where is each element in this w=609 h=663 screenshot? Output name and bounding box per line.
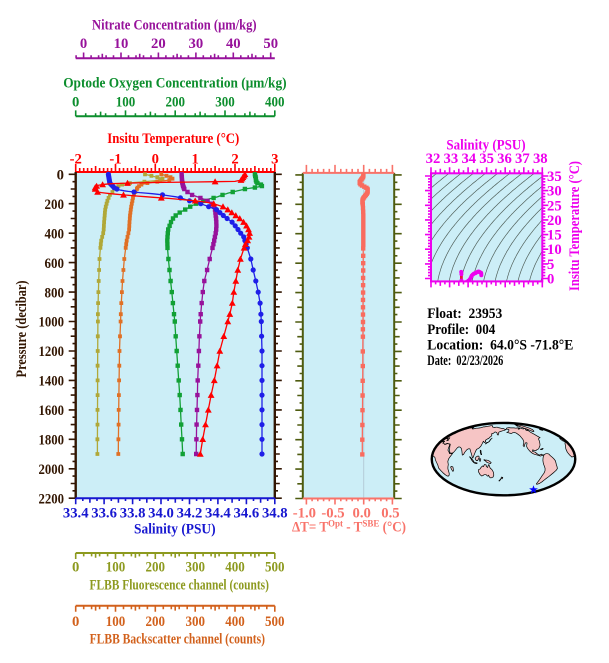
svg-text:30: 30 bbox=[547, 184, 562, 200]
svg-text:200: 200 bbox=[45, 197, 65, 213]
svg-text:800: 800 bbox=[45, 285, 65, 301]
svg-text:300: 300 bbox=[215, 94, 235, 110]
svg-text:Nitrate Concentration (μm/kg): Nitrate Concentration (μm/kg) bbox=[92, 18, 257, 34]
svg-text:1400: 1400 bbox=[39, 374, 65, 390]
svg-text:1000: 1000 bbox=[39, 315, 65, 331]
svg-text:1600: 1600 bbox=[39, 403, 65, 419]
svg-text:Profile: 004: Profile: 004 bbox=[427, 322, 496, 338]
svg-text:Location: 64.0°S -71.8°E: Location: 64.0°S -71.8°E bbox=[427, 337, 573, 353]
svg-text:34.2: 34.2 bbox=[177, 506, 203, 522]
svg-text:33.4: 33.4 bbox=[63, 506, 89, 522]
svg-text:0: 0 bbox=[57, 168, 64, 184]
svg-text:Optode Oxygen Concentration (μ: Optode Oxygen Concentration (μm/kg) bbox=[63, 76, 286, 92]
svg-text:200: 200 bbox=[146, 560, 166, 576]
svg-text:300: 300 bbox=[185, 614, 205, 630]
svg-text:200: 200 bbox=[146, 614, 166, 630]
svg-text:10: 10 bbox=[547, 242, 562, 258]
svg-text:40: 40 bbox=[226, 36, 241, 52]
svg-text:Float: 23953: Float: 23953 bbox=[427, 306, 502, 322]
svg-text:1200: 1200 bbox=[39, 344, 65, 360]
svg-text:50: 50 bbox=[263, 36, 278, 52]
svg-text:20: 20 bbox=[151, 36, 166, 52]
svg-text:500: 500 bbox=[265, 560, 285, 576]
svg-text:34: 34 bbox=[461, 151, 476, 167]
svg-text:0: 0 bbox=[72, 560, 79, 576]
svg-text:3: 3 bbox=[271, 151, 278, 167]
svg-text:-1.0: -1.0 bbox=[293, 506, 316, 522]
svg-text:400: 400 bbox=[225, 614, 245, 630]
svg-text:34.6: 34.6 bbox=[234, 506, 260, 522]
svg-text:0.5: 0.5 bbox=[381, 506, 399, 522]
svg-text:33.6: 33.6 bbox=[91, 506, 117, 522]
svg-text:38: 38 bbox=[533, 151, 548, 167]
svg-text:0: 0 bbox=[72, 94, 79, 110]
svg-text:300: 300 bbox=[185, 560, 205, 576]
svg-text:0: 0 bbox=[80, 36, 87, 52]
svg-text:34.4: 34.4 bbox=[205, 506, 231, 522]
svg-text:100: 100 bbox=[106, 614, 126, 630]
svg-text:0: 0 bbox=[152, 151, 159, 167]
svg-text:0: 0 bbox=[72, 614, 79, 630]
svg-text:-1: -1 bbox=[109, 151, 121, 167]
svg-text:500: 500 bbox=[265, 614, 285, 630]
svg-text:25: 25 bbox=[547, 198, 562, 214]
svg-text:36: 36 bbox=[497, 151, 512, 167]
svg-text:Salinity (PSU): Salinity (PSU) bbox=[134, 521, 216, 537]
svg-text:Pressure (decibar): Pressure (decibar) bbox=[14, 280, 30, 377]
svg-text:34.0: 34.0 bbox=[148, 506, 174, 522]
svg-text:30: 30 bbox=[189, 36, 204, 52]
svg-text:FLBB Backscatter channel (coun: FLBB Backscatter channel (counts) bbox=[90, 632, 265, 648]
svg-text:2000: 2000 bbox=[39, 462, 65, 478]
svg-text:-0.5: -0.5 bbox=[321, 506, 344, 522]
svg-text:Insitu Temperature (°C): Insitu Temperature (°C) bbox=[567, 161, 583, 291]
svg-text:37: 37 bbox=[515, 151, 530, 167]
svg-text:0.0: 0.0 bbox=[353, 506, 371, 522]
svg-text:34.8: 34.8 bbox=[262, 506, 288, 522]
svg-text:600: 600 bbox=[45, 256, 65, 272]
svg-text:Insitu Temperature (°C): Insitu Temperature (°C) bbox=[107, 131, 239, 147]
svg-text:2: 2 bbox=[231, 151, 238, 167]
svg-text:35: 35 bbox=[479, 151, 494, 167]
svg-text:32: 32 bbox=[426, 151, 441, 167]
svg-text:400: 400 bbox=[225, 560, 245, 576]
svg-text:5: 5 bbox=[547, 257, 554, 273]
svg-text:200: 200 bbox=[165, 94, 185, 110]
svg-text:10: 10 bbox=[114, 36, 129, 52]
svg-text:100: 100 bbox=[116, 94, 136, 110]
svg-text:Salinity (PSU): Salinity (PSU) bbox=[446, 138, 525, 154]
svg-text:FLBB Fluorescence channel (cou: FLBB Fluorescence channel (counts) bbox=[90, 578, 269, 594]
svg-text:Date: 02/23/2026: Date: 02/23/2026 bbox=[427, 353, 503, 369]
svg-text:35: 35 bbox=[547, 169, 562, 185]
svg-text:15: 15 bbox=[547, 228, 562, 244]
svg-text:33.8: 33.8 bbox=[120, 506, 146, 522]
svg-text:-2: -2 bbox=[70, 151, 82, 167]
svg-text:100: 100 bbox=[106, 560, 126, 576]
svg-text:400: 400 bbox=[45, 226, 65, 242]
svg-text:1800: 1800 bbox=[39, 433, 65, 449]
svg-text:1: 1 bbox=[192, 151, 199, 167]
svg-text:2200: 2200 bbox=[39, 491, 65, 507]
svg-text:0: 0 bbox=[547, 272, 554, 288]
svg-text:33: 33 bbox=[444, 151, 459, 167]
svg-text:20: 20 bbox=[547, 213, 562, 229]
svg-text:ΔT= TOpt - TSBE (°C): ΔT= TOpt - TSBE (°C) bbox=[292, 519, 406, 536]
svg-text:400: 400 bbox=[265, 94, 285, 110]
